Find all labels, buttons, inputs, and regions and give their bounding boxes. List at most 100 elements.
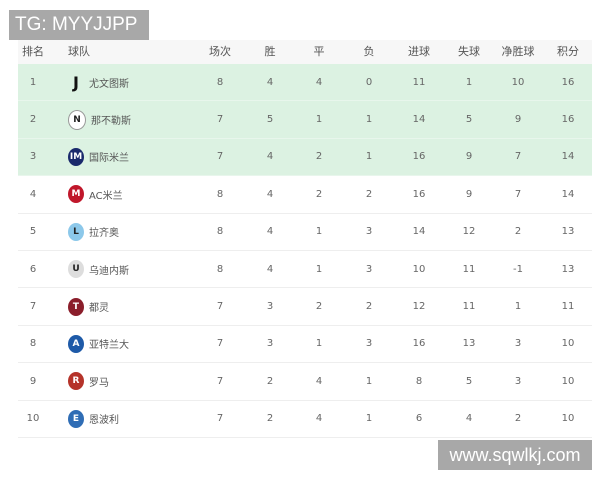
cell-rank: 5 (29, 226, 37, 238)
cell-goals-for: 12 (412, 301, 426, 313)
cell-goals-against: 9 (465, 151, 473, 163)
cell-rank: 6 (29, 263, 37, 275)
cell-goal-difference: 2 (514, 413, 522, 425)
team-cell[interactable]: E 恩波利 (68, 401, 119, 437)
cell-played: 7 (216, 338, 224, 350)
cell-goals-for: 8 (415, 375, 423, 387)
cell-goal-difference: 9 (514, 114, 522, 126)
cell-goals-against: 5 (465, 375, 473, 387)
team-cell[interactable]: T 都灵 (68, 288, 109, 324)
cell-won: 4 (266, 263, 274, 275)
cell-won: 3 (266, 301, 274, 313)
team-name: 那不勒斯 (91, 116, 131, 128)
cell-points: 10 (561, 338, 575, 350)
cell-goal-difference: 7 (514, 151, 522, 163)
team-name: 乌迪内斯 (89, 265, 129, 277)
cell-won: 2 (266, 375, 274, 387)
cell-played: 7 (216, 375, 224, 387)
cell-drawn: 1 (315, 263, 323, 275)
table-row[interactable]: 7 T 都灵 7 3 2 2 12 11 1 11 (18, 288, 592, 326)
cell-played: 7 (216, 301, 224, 313)
cell-goals-against: 11 (462, 301, 476, 313)
watermark-top: TG: MYYJJPP (9, 10, 149, 40)
cell-rank: 4 (29, 188, 37, 200)
cell-lost: 1 (365, 114, 373, 126)
header-points: 积分 (557, 45, 579, 58)
cell-goals-for: 14 (412, 226, 426, 238)
team-name: 国际米兰 (89, 153, 129, 165)
cell-played: 7 (216, 114, 224, 126)
cell-rank: 1 (29, 76, 37, 88)
cell-lost: 1 (365, 413, 373, 425)
team-cell[interactable]: N 那不勒斯 (68, 101, 131, 137)
ac-milan-logo-icon: M (68, 185, 84, 204)
cell-rank: 2 (29, 114, 37, 126)
cell-goals-against: 1 (465, 76, 473, 88)
table-row[interactable]: 9 R 罗马 7 2 4 1 8 5 3 10 (18, 363, 592, 401)
cell-points: 14 (561, 188, 575, 200)
team-name: AC米兰 (89, 190, 123, 202)
cell-won: 4 (266, 188, 274, 200)
cell-points: 13 (561, 263, 575, 275)
table-row[interactable]: 2 N 那不勒斯 7 5 1 1 14 5 9 16 (18, 101, 592, 139)
table-row[interactable]: 5 L 拉齐奥 8 4 1 3 14 12 2 13 (18, 214, 592, 251)
cell-drawn: 2 (315, 188, 323, 200)
cell-won: 5 (266, 114, 274, 126)
cell-points: 16 (561, 114, 575, 126)
cell-goals-against: 5 (465, 114, 473, 126)
team-cell[interactable]: R 罗马 (68, 363, 109, 399)
team-cell[interactable]: L 拉齐奥 (68, 214, 119, 250)
juventus-logo-icon: J (73, 72, 79, 92)
table-row[interactable]: 6 U 乌迪内斯 8 4 1 3 10 11 -1 13 (18, 251, 592, 289)
cell-drawn: 4 (315, 76, 323, 88)
cell-played: 8 (216, 263, 224, 275)
team-cell[interactable]: J 尤文图斯 (68, 64, 129, 100)
cell-rank: 9 (29, 375, 37, 387)
cell-points: 10 (561, 413, 575, 425)
cell-goals-for: 11 (412, 76, 426, 88)
team-name: 拉齐奥 (89, 228, 119, 240)
cell-rank: 3 (29, 151, 37, 163)
cell-goals-against: 12 (462, 226, 476, 238)
atalanta-logo-icon: A (68, 334, 84, 353)
table-row[interactable]: 8 A 亚特兰大 7 3 1 3 16 13 3 10 (18, 326, 592, 364)
team-cell[interactable]: M AC米兰 (68, 176, 123, 212)
cell-goals-for: 10 (412, 263, 426, 275)
table-row[interactable]: 10 E 恩波利 7 2 4 1 6 4 2 10 (18, 401, 592, 438)
cell-goal-difference: 10 (511, 76, 525, 88)
cell-goal-difference: -1 (513, 263, 523, 275)
cell-goals-for: 16 (412, 188, 426, 200)
cell-drawn: 2 (315, 151, 323, 163)
cell-points: 10 (561, 375, 575, 387)
cell-lost: 3 (365, 263, 373, 275)
team-name: 尤文图斯 (89, 78, 129, 90)
team-cell[interactable]: A 亚特兰大 (68, 326, 129, 362)
table-row[interactable]: 4 M AC米兰 8 4 2 2 16 9 7 14 (18, 176, 592, 214)
cell-goals-against: 13 (462, 338, 476, 350)
cell-rank: 10 (26, 413, 40, 425)
table-row[interactable]: 3 IM 国际米兰 7 4 2 1 16 9 7 14 (18, 138, 592, 177)
team-cell[interactable]: U 乌迪内斯 (68, 251, 129, 287)
header-goal-difference: 净胜球 (501, 45, 535, 58)
header-team: 球队 (68, 45, 90, 58)
cell-goal-difference: 1 (514, 301, 522, 313)
table-row[interactable]: 1 J 尤文图斯 8 4 4 0 11 1 10 16 (18, 64, 592, 102)
cell-won: 4 (266, 76, 274, 88)
cell-drawn: 2 (315, 301, 323, 313)
header-lost: 负 (363, 45, 375, 58)
cell-goal-difference: 2 (514, 226, 522, 238)
cell-goal-difference: 3 (514, 375, 522, 387)
cell-won: 4 (266, 151, 274, 163)
team-cell[interactable]: IM 国际米兰 (68, 139, 129, 175)
cell-lost: 0 (365, 76, 373, 88)
cell-goals-against: 11 (462, 263, 476, 275)
cell-lost: 1 (365, 375, 373, 387)
header-goals-against: 失球 (458, 45, 480, 58)
cell-goals-against: 4 (465, 413, 473, 425)
cell-goals-for: 6 (415, 413, 423, 425)
cell-won: 3 (266, 338, 274, 350)
watermark-bottom: www.sqwlkj.com (438, 440, 592, 470)
table-header: 排名 球队 场次 胜 平 负 进球 失球 净胜球 积分 (18, 40, 592, 64)
cell-won: 2 (266, 413, 274, 425)
team-name: 恩波利 (89, 415, 119, 427)
